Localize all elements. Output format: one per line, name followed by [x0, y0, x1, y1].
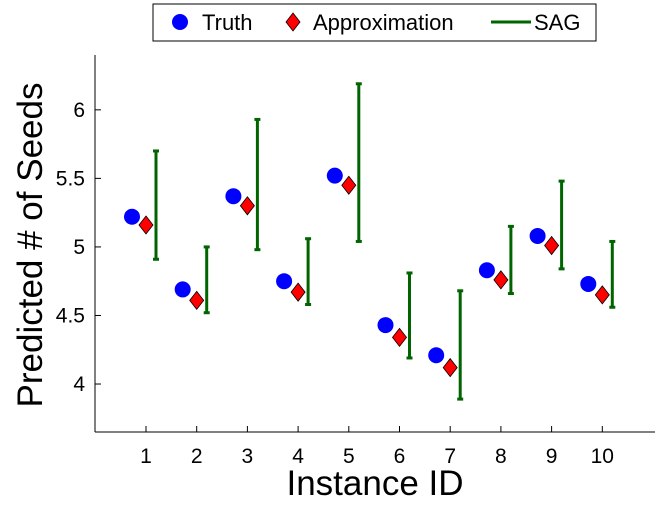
truth-point — [580, 275, 597, 292]
x-tick-label: 6 — [394, 445, 406, 468]
sag-errorbar — [305, 237, 312, 307]
sag-errorbar — [457, 289, 464, 401]
legend-truth-marker — [172, 14, 188, 30]
x-tick-label: 3 — [242, 445, 254, 468]
approximation-point — [493, 270, 509, 290]
legend-truth-label: Truth — [202, 10, 253, 35]
plot-marks — [124, 82, 616, 401]
truth-point — [428, 347, 445, 364]
x-tick-label: 4 — [292, 445, 304, 468]
approximation-point — [594, 285, 610, 305]
y-axis-title: Predicted # of Seeds — [11, 83, 50, 408]
truth-point — [276, 273, 293, 290]
y-tick-label: 6 — [73, 99, 85, 122]
sag-errorbar — [355, 82, 362, 243]
truth-point — [225, 188, 242, 205]
x-tick-label: 10 — [591, 445, 614, 468]
sag-errorbar — [406, 271, 413, 360]
sag-errorbar — [153, 149, 159, 261]
y-tick-label: 5 — [73, 236, 85, 259]
x-ticks: 1 2 3 4 5 6 7 8 9 10 — [140, 426, 614, 468]
y-ticks: 4 4.5 5 5.5 6 — [56, 99, 101, 396]
x-tick-label: 8 — [495, 445, 507, 468]
truth-point — [174, 281, 191, 298]
sag-errorbar — [507, 224, 514, 296]
approximation-point — [239, 196, 255, 216]
truth-point — [124, 208, 140, 225]
legend-approximation-label: Approximation — [313, 10, 454, 35]
x-tick-label: 5 — [343, 445, 355, 468]
truth-point — [529, 227, 546, 244]
truth-point — [377, 317, 394, 334]
y-tick-label: 4.5 — [56, 304, 85, 327]
approximation-point — [442, 357, 458, 378]
approximation-point — [290, 282, 306, 302]
y-tick-label: 4 — [73, 373, 85, 396]
legend-sag-label: SAG — [534, 10, 580, 35]
legend: Truth Approximation SAG — [152, 3, 597, 42]
truth-point — [478, 262, 495, 279]
x-tick-label: 9 — [546, 445, 558, 468]
approximation-point — [189, 290, 205, 311]
x-axis-title: Instance ID — [286, 464, 463, 503]
sag-errorbar — [254, 117, 261, 252]
x-tick-label: 7 — [444, 445, 456, 468]
sag-errorbar — [558, 179, 565, 271]
approximation-point — [391, 327, 408, 348]
approximation-point — [341, 175, 357, 195]
approximation-point — [544, 235, 560, 256]
x-tick-label: 2 — [191, 445, 203, 468]
approximation-point — [138, 215, 154, 235]
sag-errorbar — [203, 245, 210, 315]
truth-point — [326, 167, 343, 184]
sag-errorbar — [609, 239, 616, 309]
y-tick-label: 5.5 — [56, 167, 85, 190]
x-tick-label: 1 — [140, 445, 152, 468]
legend-approximation-marker — [285, 12, 301, 32]
